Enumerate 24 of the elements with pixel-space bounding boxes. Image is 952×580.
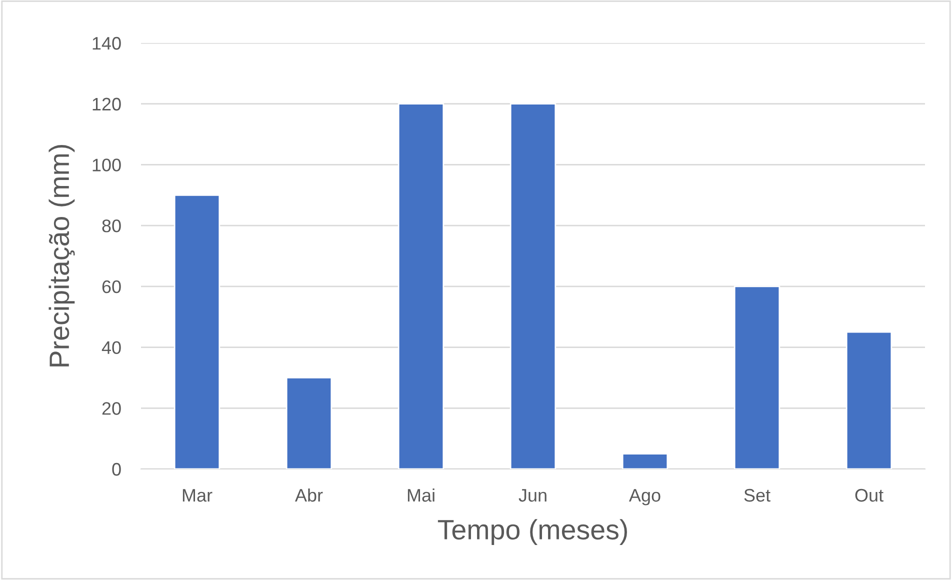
- x-tick-label: Mar: [182, 489, 212, 502]
- bar: [510, 103, 556, 469]
- x-tick-label: Out: [855, 488, 884, 502]
- bar: [286, 377, 332, 469]
- y-tick-label: 60: [102, 280, 121, 294]
- y-tick-label: 140: [92, 36, 121, 50]
- x-tick-label: Abr: [294, 488, 323, 502]
- x-tick-label: Ago: [628, 489, 660, 506]
- y-tick-label: 80: [102, 220, 121, 232]
- bar: [174, 194, 220, 469]
- bar: [734, 286, 780, 469]
- y-axis-title: Precipitação (mm): [48, 145, 75, 366]
- bar: [622, 453, 668, 469]
- x-tick-label: Jun: [518, 489, 546, 502]
- y-tick-label: 120: [92, 98, 121, 111]
- bar: [846, 331, 892, 469]
- x-tick-label: Mai: [408, 488, 434, 502]
- y-tick-label: 0: [112, 462, 121, 476]
- bar: [398, 103, 444, 469]
- y-tick-label: 20: [102, 402, 121, 415]
- x-axis-title: Tempo (meses): [438, 519, 627, 546]
- y-tick-label: 100: [92, 158, 121, 172]
- y-tick-label: 40: [102, 341, 121, 354]
- x-tick-label: Set: [744, 488, 770, 502]
